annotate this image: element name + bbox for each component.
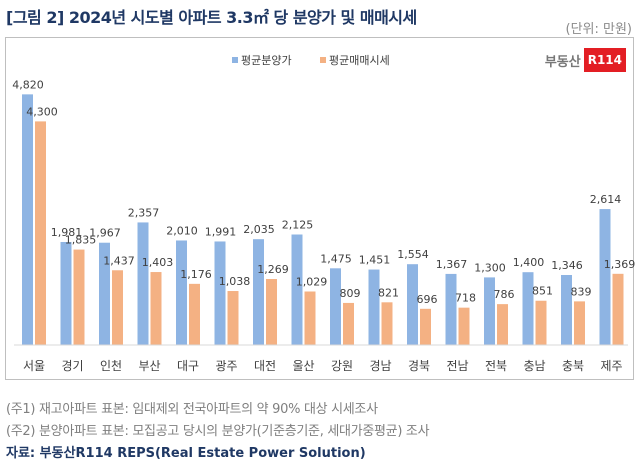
category-label: 대구	[177, 359, 199, 373]
bar	[112, 270, 123, 345]
source: 자료: 부동산R114 REPS(Real Estate Power Solut…	[6, 446, 366, 461]
data-label: 1,367	[436, 258, 468, 271]
bar	[99, 242, 110, 345]
data-label: 1,176	[180, 268, 212, 281]
bar	[522, 272, 534, 345]
data-label: 1,369	[604, 258, 636, 271]
data-label: 2,010	[166, 224, 198, 237]
data-label: 2,614	[590, 193, 622, 206]
bar	[612, 273, 624, 345]
data-label: 1,029	[296, 275, 328, 288]
data-label: 1,451	[359, 254, 391, 267]
unit-label: (단위: 만원)	[565, 22, 633, 37]
category-label: 경기	[61, 359, 83, 373]
bar	[60, 241, 72, 345]
data-label: 1,403	[142, 256, 174, 269]
data-label: 1,437	[103, 254, 135, 267]
bar	[599, 209, 611, 345]
legend-swatch	[232, 57, 238, 63]
category-label: 서울	[23, 359, 45, 373]
data-label: 1,038	[219, 275, 251, 288]
data-label: 1,346	[551, 259, 583, 272]
bar	[561, 275, 572, 345]
bar	[535, 300, 547, 345]
category-label: 경남	[369, 359, 391, 373]
category-label: 충남	[523, 359, 545, 373]
category-label: 충북	[562, 359, 584, 373]
category-label: 전북	[485, 359, 507, 373]
data-label: 696	[417, 293, 438, 306]
bar	[368, 269, 380, 345]
category-label: 대전	[254, 359, 276, 373]
bar	[150, 272, 162, 345]
category-label: 부산	[138, 359, 160, 373]
bar	[445, 273, 457, 345]
logo-text: 부동산	[544, 54, 581, 70]
bar	[214, 241, 226, 345]
data-label: 4,820	[12, 78, 44, 91]
bar	[137, 222, 149, 345]
data-label: 809	[340, 287, 361, 300]
page-title: [그림 2] 2024년 시도별 아파트 3.3㎡ 당 분양가 및 매매시세	[6, 8, 417, 27]
data-label: 1,300	[474, 261, 506, 274]
data-label: 786	[494, 288, 515, 301]
bar	[176, 240, 187, 345]
data-label: 718	[455, 292, 476, 305]
data-label: 2,035	[243, 223, 275, 236]
data-label: 1,269	[257, 263, 289, 276]
data-label: 821	[378, 286, 399, 299]
bar	[35, 121, 46, 346]
bar	[22, 94, 33, 345]
legend-swatch	[320, 57, 326, 63]
category-label: 광주	[215, 359, 237, 373]
bar	[458, 307, 470, 345]
category-label: 경북	[408, 359, 430, 373]
data-label: 1,981	[51, 226, 83, 239]
bar	[343, 302, 354, 345]
note-1: (주1) 재고아파트 표본: 임대제외 전국아파트의 약 90% 대상 시세조사	[6, 402, 378, 417]
bar	[291, 234, 303, 345]
data-label: 1,554	[397, 248, 429, 261]
category-label: 전남	[446, 359, 468, 373]
data-label: 2,125	[282, 219, 314, 232]
data-label: 1,835	[65, 234, 97, 247]
bar	[574, 301, 585, 345]
bar	[420, 308, 431, 345]
bar	[227, 291, 239, 345]
bar	[266, 279, 277, 345]
legend-label: 평균매매시세	[329, 54, 390, 67]
bar	[73, 249, 85, 345]
logo-box: R114	[583, 48, 626, 72]
logo: 부동산 R114	[545, 48, 626, 72]
category-label: 인천	[100, 358, 122, 373]
category-label: 제주	[600, 359, 622, 373]
bar	[484, 277, 495, 345]
bar	[253, 239, 264, 345]
chart-frame	[5, 37, 634, 380]
data-label: 1,475	[320, 252, 352, 265]
data-label: 1,967	[89, 227, 121, 240]
data-label: 839	[571, 285, 592, 298]
bar	[407, 264, 418, 345]
data-label: 2,357	[128, 206, 160, 219]
data-label: 1,991	[205, 225, 237, 238]
bar	[304, 291, 316, 345]
note-2: (주2) 분양아파트 표본: 모집공고 당시의 분양가(기준층기준, 세대가중평…	[6, 424, 430, 439]
bar	[381, 302, 393, 345]
bar	[497, 304, 508, 345]
bar	[189, 283, 200, 345]
data-label: 851	[532, 285, 553, 298]
bar	[330, 268, 341, 345]
data-label: 4,300	[26, 105, 58, 118]
legend-label: 평균분양가	[241, 54, 292, 67]
category-label: 울산	[292, 359, 314, 373]
category-label: 강원	[331, 359, 353, 373]
data-label: 1,400	[513, 256, 545, 269]
